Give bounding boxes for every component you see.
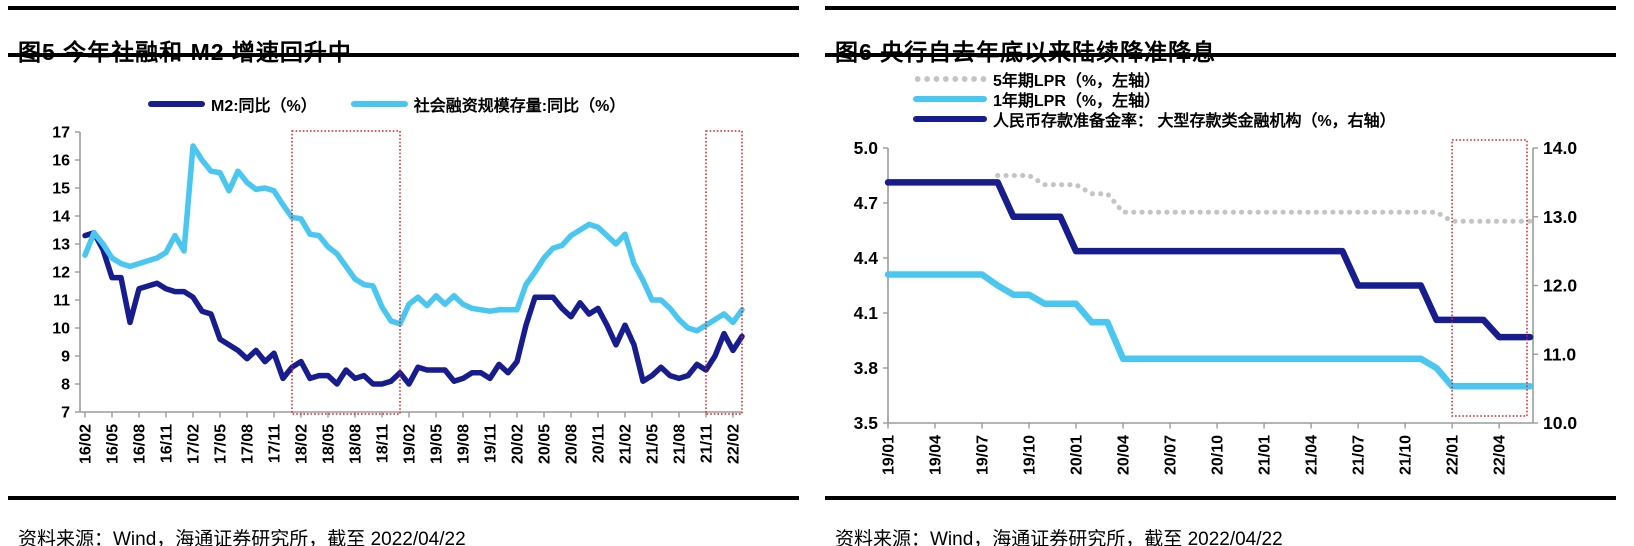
figure5-bottom-rule	[8, 496, 799, 500]
figure5-legend: M2:同比（%） 社会融资规模存量:同比（%）	[148, 92, 625, 116]
figure6-source: 资料来源：Wind，海通证券研究所，截至 2022/04/22	[835, 529, 1283, 546]
svg-text:4.7: 4.7	[854, 193, 878, 213]
figure5-title: 图5 今年社融和 M2 增速回升中	[18, 33, 352, 67]
svg-text:12: 12	[52, 265, 70, 282]
svg-text:17/02: 17/02	[186, 424, 203, 464]
legend-item-lpr1y: 1年期LPR（%，左轴）	[913, 90, 1396, 110]
svg-text:16: 16	[52, 153, 70, 170]
figure5-top-rule	[8, 6, 799, 10]
svg-text:19/02: 19/02	[402, 424, 419, 464]
svg-text:17/05: 17/05	[213, 424, 230, 464]
lpr1y-line-swatch	[913, 95, 987, 102]
svg-text:16/02: 16/02	[78, 424, 95, 464]
svg-text:20/07: 20/07	[1163, 435, 1180, 475]
svg-text:13: 13	[52, 237, 70, 254]
m2-line-swatch	[148, 101, 205, 107]
svg-text:16/08: 16/08	[132, 424, 149, 464]
svg-text:9: 9	[61, 349, 70, 366]
svg-text:21/08: 21/08	[672, 424, 689, 464]
svg-text:12.0: 12.0	[1543, 276, 1577, 296]
figure6-bottom-rule	[825, 496, 1616, 500]
shehuirongzi-legend-label: 社会融资规模存量:同比（%）	[413, 98, 626, 115]
svg-text:18/02: 18/02	[294, 424, 311, 464]
svg-text:21/05: 21/05	[645, 424, 662, 464]
figure6-top-rule	[825, 6, 1616, 10]
svg-text:21/02: 21/02	[618, 424, 635, 464]
svg-text:20/04: 20/04	[1116, 435, 1133, 475]
svg-text:21/07: 21/07	[1351, 435, 1368, 475]
svg-text:16/05: 16/05	[105, 424, 122, 464]
svg-text:19/07: 19/07	[975, 435, 992, 475]
lpr1y-legend-label: 1年期LPR（%，左轴）	[993, 92, 1161, 110]
svg-text:17/08: 17/08	[240, 424, 257, 464]
lpr5y-legend-label: 5年期LPR（%，左轴）	[993, 72, 1161, 90]
svg-text:19/05: 19/05	[429, 424, 446, 464]
lpr5y-line-swatch	[913, 75, 987, 82]
svg-text:21/01: 21/01	[1257, 435, 1274, 475]
svg-text:17/11: 17/11	[267, 424, 284, 463]
svg-text:10: 10	[52, 321, 70, 338]
svg-text:14.0: 14.0	[1543, 138, 1577, 158]
figure6-legend: 5年期LPR（%，左轴） 1年期LPR（%，左轴） 人民币存款准备金率： 大型存…	[913, 70, 1396, 130]
legend-item-rrr: 人民币存款准备金率： 大型存款类金融机构（%，右轴）	[913, 110, 1396, 130]
svg-text:20/05: 20/05	[537, 424, 554, 464]
figure5-source: 资料来源：Wind，海通证券研究所，截至 2022/04/22	[18, 529, 466, 546]
svg-text:18/11: 18/11	[375, 424, 392, 463]
figure6-title-rule	[825, 53, 1616, 57]
svg-text:3.5: 3.5	[854, 413, 879, 433]
svg-text:18/05: 18/05	[321, 424, 338, 464]
svg-text:17: 17	[52, 125, 70, 142]
m2-legend-label: M2:同比（%）	[211, 98, 317, 115]
svg-text:20/08: 20/08	[564, 424, 581, 464]
svg-text:10.0: 10.0	[1543, 413, 1577, 433]
figure5-panel: 图5 今年社融和 M2 增速回升中 M2:同比（%） 社会融资规模存量:同比（%…	[8, 6, 799, 546]
svg-text:4.1: 4.1	[854, 303, 879, 323]
svg-text:20/01: 20/01	[1069, 435, 1086, 475]
svg-text:20/11: 20/11	[591, 424, 608, 463]
svg-text:8: 8	[61, 377, 70, 394]
svg-text:21/10: 21/10	[1398, 435, 1415, 475]
svg-text:11.0: 11.0	[1543, 344, 1576, 364]
figure5-title-rule	[8, 53, 799, 57]
svg-text:19/08: 19/08	[456, 424, 473, 464]
svg-text:15: 15	[52, 181, 70, 198]
svg-text:13.0: 13.0	[1543, 207, 1577, 227]
legend-item-m2: M2:同比（%）	[148, 92, 317, 116]
svg-text:20/10: 20/10	[1210, 435, 1227, 475]
figure6-panel: 图6 央行自去年底以来陆续降准降息 5年期LPR（%，左轴） 1年期LPR（%，…	[817, 0, 1634, 546]
svg-text:19/11: 19/11	[483, 424, 500, 463]
svg-text:19/01: 19/01	[881, 435, 898, 475]
figure6-title: 图6 央行自去年底以来陆续降准降息	[835, 33, 1216, 67]
svg-text:5.0: 5.0	[854, 138, 879, 158]
shehuirongzi-line-swatch	[350, 101, 408, 107]
legend-item-shehuirongzi: 社会融资规模存量:同比（%）	[350, 92, 626, 116]
svg-text:21/04: 21/04	[1304, 435, 1321, 475]
svg-text:22/01: 22/01	[1445, 435, 1462, 475]
svg-text:16/11: 16/11	[159, 424, 176, 463]
svg-text:21/11: 21/11	[699, 424, 716, 463]
svg-text:3.8: 3.8	[854, 358, 879, 378]
svg-text:14: 14	[52, 209, 70, 226]
rrr-line-swatch	[913, 115, 987, 122]
svg-text:19/10: 19/10	[1022, 435, 1039, 475]
svg-text:18/08: 18/08	[348, 424, 365, 464]
svg-text:19/04: 19/04	[928, 435, 945, 475]
figure5-line-chart: 7 8 9 10 11 12 13 14 15 16 17 16/02 16/05 16/08 16/11 1…	[52, 125, 745, 464]
svg-text:4.4: 4.4	[854, 248, 879, 268]
rrr-legend-label: 人民币存款准备金率： 大型存款类金融机构（%，右轴）	[993, 112, 1396, 130]
svg-text:22/04: 22/04	[1492, 435, 1509, 475]
legend-item-lpr5y: 5年期LPR（%，左轴）	[913, 70, 1396, 90]
svg-text:20/02: 20/02	[510, 424, 527, 464]
svg-text:11: 11	[53, 293, 70, 310]
svg-text:22/02: 22/02	[726, 424, 743, 464]
svg-text:7: 7	[61, 405, 70, 422]
